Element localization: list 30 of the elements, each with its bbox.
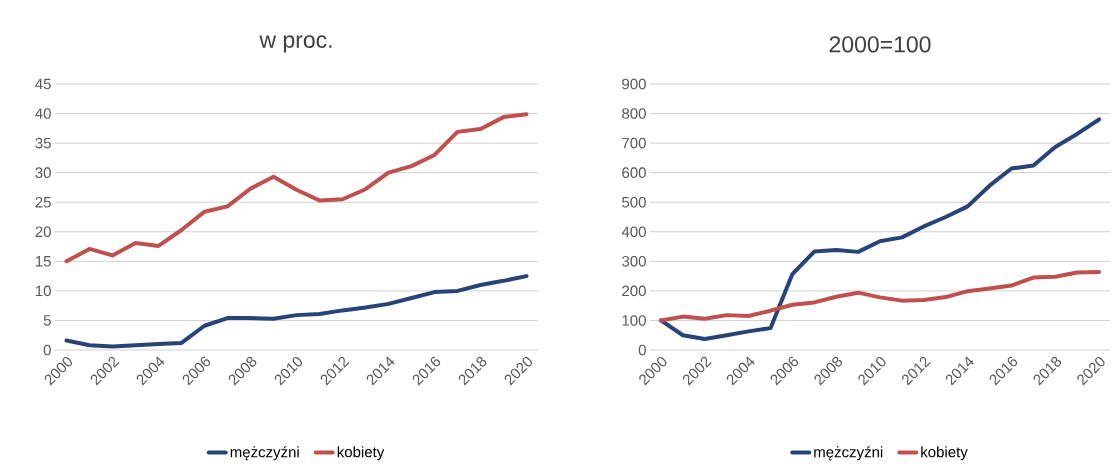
legend-label: kobiety: [337, 446, 385, 461]
y-tick-label: 800: [622, 108, 646, 119]
y-tick-label: 35: [35, 137, 51, 149]
y-tick-label: 10: [35, 285, 51, 297]
y-tick-label: 500: [622, 196, 646, 208]
y-tick-label: 45: [35, 78, 51, 90]
legend-label: mężczyźni: [230, 446, 299, 461]
y-tick-label: 600: [622, 167, 646, 178]
y-tick-label: 25: [35, 196, 51, 208]
legend-label: mężczyźni: [814, 446, 883, 461]
y-tick-label: 900: [622, 78, 646, 90]
chart-title: 2000=100: [829, 36, 931, 53]
y-tick-label: 400: [621, 226, 646, 238]
line-series: [658, 269, 1102, 323]
y-tick-label: 200: [622, 285, 646, 297]
line-series: [64, 274, 529, 349]
y-tick-label: 0: [43, 344, 51, 356]
y-tick-label: 15: [35, 256, 51, 267]
line-series: [658, 117, 1102, 342]
y-tick-label: 5: [43, 315, 51, 326]
y-tick-label: 700: [622, 137, 646, 149]
y-tick-label: 100: [622, 315, 646, 326]
y-tick-label: 40: [35, 108, 51, 119]
y-tick-label: 30: [35, 167, 51, 178]
legend-label: kobiety: [921, 446, 968, 461]
chart-title: w proc.: [259, 35, 332, 53]
line-series: [64, 112, 529, 264]
y-tick-label: 300: [622, 256, 646, 267]
y-tick-label: 0: [638, 344, 646, 356]
y-tick-label: 20: [35, 226, 51, 238]
